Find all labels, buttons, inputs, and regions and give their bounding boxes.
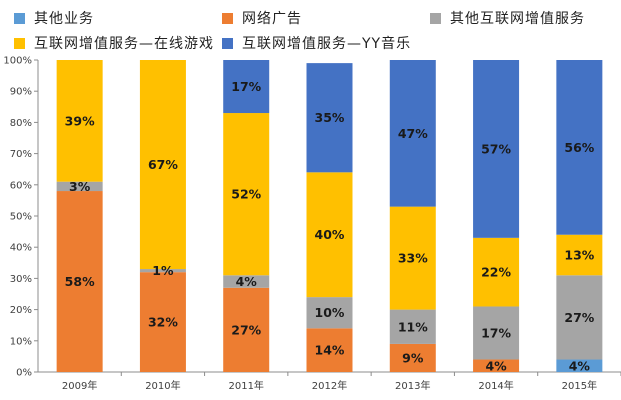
x-tick-label: 2011年 [228, 379, 263, 392]
bar-segment [306, 328, 353, 372]
y-tick-label: 30% [10, 274, 32, 285]
data-label: 4% [236, 274, 258, 289]
data-label: 33% [398, 251, 428, 266]
data-label: 27% [231, 322, 261, 337]
bar-segment [223, 275, 270, 288]
bar-segment [139, 60, 186, 270]
legend: 其他业务 网络广告 其他互联网增值服务 互联网增值服务—在线游戏 互联网增值服务… [0, 0, 621, 56]
bar-segment [389, 343, 436, 372]
legend-label-online-games: 互联网增值服务—在线游戏 [34, 36, 214, 52]
bar-segment [139, 272, 186, 372]
x-tick-label: 2010年 [145, 379, 180, 392]
data-label: 13% [564, 248, 594, 263]
legend-label-other-vas: 其他互联网增值服务 [450, 11, 585, 27]
legend-swatch-online-ads [222, 12, 233, 24]
bar-segment [389, 60, 436, 207]
x-tick-label: 2014年 [478, 379, 513, 392]
data-label: 40% [315, 227, 345, 242]
legend-label-yy-music: 互联网增值服务—YY音乐 [242, 36, 412, 52]
bar-segment [306, 172, 353, 298]
data-label: 22% [481, 265, 511, 280]
x-tick-label: 2012年 [312, 379, 347, 392]
data-label: 47% [398, 126, 428, 141]
x-tick-label: 2015年 [562, 379, 597, 392]
legend-label-online-ads: 网络广告 [242, 11, 302, 27]
data-label: 58% [65, 274, 95, 289]
bar-segment [56, 60, 103, 182]
data-label: 35% [315, 110, 345, 125]
legend-item-other-business: 其他业务 [14, 8, 94, 28]
legend-swatch-other-business [14, 12, 25, 24]
bar-segment [223, 287, 270, 372]
data-label: 10% [315, 305, 345, 320]
y-tick-label: 20% [10, 305, 32, 316]
bar-segment [306, 63, 353, 173]
bar-segment [556, 359, 603, 372]
data-label: 4% [569, 358, 591, 373]
legend-label-other-business: 其他业务 [34, 11, 94, 27]
y-tick-label: 100% [3, 56, 32, 67]
data-label: 39% [65, 113, 95, 128]
legend-item-online-ads: 网络广告 [222, 8, 302, 28]
data-label: 11% [398, 319, 428, 334]
data-label: 67% [148, 157, 178, 172]
data-label: 17% [481, 326, 511, 341]
data-label: 1% [152, 263, 174, 278]
legend-swatch-online-games [14, 37, 25, 49]
x-tick-label: 2009年 [62, 379, 97, 392]
data-label: 14% [315, 343, 345, 358]
bar-segment [223, 113, 270, 276]
bar-segment [473, 359, 520, 372]
data-label: 3% [69, 179, 91, 194]
legend-item-online-games: 互联网增值服务—在线游戏 [14, 33, 214, 53]
data-label: 56% [564, 140, 594, 155]
data-label: 27% [564, 310, 594, 325]
data-label: 57% [481, 141, 511, 156]
y-tick-label: 50% [10, 212, 32, 223]
bar-segment [556, 60, 603, 235]
bar-segment [556, 234, 603, 276]
y-tick-label: 60% [10, 180, 32, 191]
y-tick-label: 90% [10, 87, 32, 98]
legend-swatch-yy-music [222, 37, 233, 49]
bar-segment [56, 191, 103, 372]
bar-segment [389, 309, 436, 344]
data-label: 17% [231, 79, 261, 94]
y-tick-label: 80% [10, 118, 32, 129]
data-label: 4% [485, 358, 507, 373]
legend-swatch-other-vas [430, 12, 441, 24]
bar-segment [139, 269, 186, 273]
legend-item-other-vas: 其他互联网增值服务 [430, 8, 585, 28]
y-tick-label: 70% [10, 149, 32, 160]
bar-segment [473, 306, 520, 360]
data-label: 32% [148, 315, 178, 330]
x-tick-label: 2013年 [395, 379, 430, 392]
data-label: 52% [231, 187, 261, 202]
bar-segment [473, 60, 520, 238]
y-tick-label: 0% [16, 368, 32, 379]
bar-segment [223, 60, 270, 114]
bar-segment [473, 237, 520, 307]
y-tick-label: 10% [10, 336, 32, 347]
bar-segment [389, 206, 436, 310]
data-label: 9% [402, 350, 424, 365]
legend-item-yy-music: 互联网增值服务—YY音乐 [222, 33, 411, 53]
bar-segment [306, 297, 353, 329]
bar-segment [56, 181, 103, 192]
y-tick-label: 40% [10, 243, 32, 254]
bar-segment [556, 275, 603, 360]
